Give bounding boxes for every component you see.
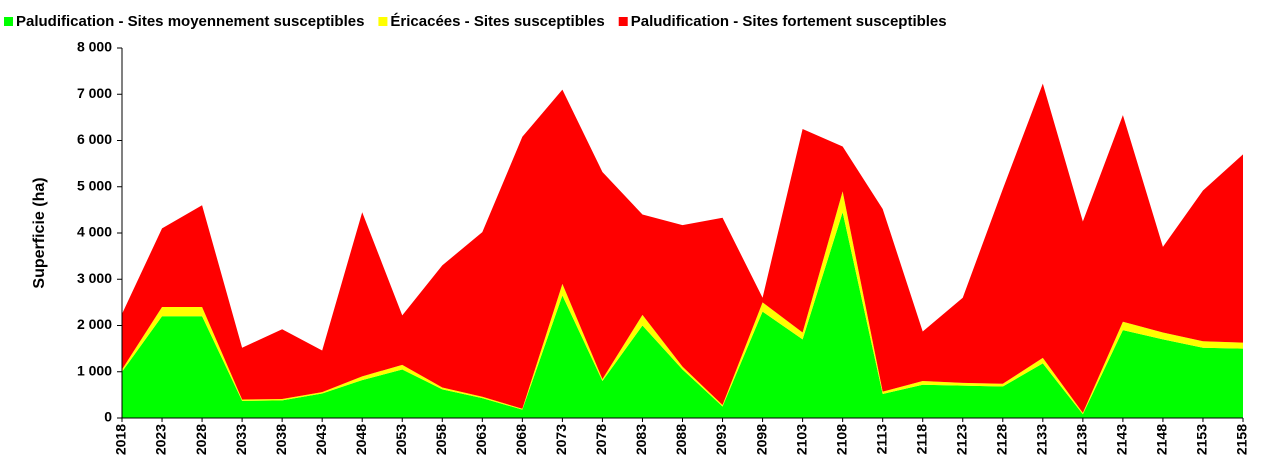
x-tick-label: 2128 [993, 424, 1009, 455]
x-tick-label: 2058 [433, 424, 449, 455]
legend-label: Éricacées - Sites susceptibles [390, 13, 604, 30]
x-tick-label: 2133 [1034, 424, 1050, 455]
x-tick-label: 2073 [553, 424, 569, 455]
y-tick-label: 4 000 [77, 224, 112, 240]
x-tick-label: 2148 [1154, 424, 1170, 455]
y-tick-label: 6 000 [77, 131, 112, 147]
x-tick-label: 2158 [1234, 424, 1250, 455]
x-tick-label: 2093 [713, 424, 729, 455]
y-tick-label: 7 000 [77, 85, 112, 101]
x-tick-label: 2033 [233, 424, 249, 455]
x-tick-label: 2123 [953, 424, 969, 455]
x-tick-label: 2153 [1194, 424, 1210, 455]
legend-swatch [378, 17, 388, 26]
x-tick-label: 2088 [673, 424, 689, 455]
legend-swatch [618, 17, 628, 26]
x-tick-label: 2053 [393, 424, 409, 455]
x-tick-label: 2018 [113, 424, 129, 455]
legend-label: Paludification - Sites fortement suscept… [631, 13, 947, 30]
y-tick-label: 0 [104, 409, 112, 425]
x-tick-label: 2068 [513, 424, 529, 455]
x-tick-label: 2108 [833, 424, 849, 455]
x-tick-label: 2048 [353, 424, 369, 455]
y-tick-label: 1 000 [77, 362, 112, 378]
y-axis-label: Superficie (ha) [31, 177, 48, 288]
y-tick-label: 8 000 [77, 39, 112, 55]
x-tick-label: 2028 [193, 424, 209, 455]
x-tick-label: 2043 [313, 424, 329, 455]
area [122, 212, 1243, 418]
x-tick-label: 2078 [593, 424, 609, 455]
area [122, 83, 1243, 413]
x-tick-label: 2143 [1114, 424, 1130, 455]
legend-label: Paludification - Sites moyennement susce… [16, 13, 364, 30]
x-tick-label: 2023 [153, 424, 169, 455]
x-tick-label: 2118 [913, 424, 929, 455]
x-tick-label: 2063 [473, 424, 489, 455]
y-tick-label: 3 000 [77, 270, 112, 286]
legend-swatch [4, 17, 13, 26]
x-tick-label: 2083 [633, 424, 649, 455]
x-tick-label: 2138 [1074, 424, 1090, 455]
x-tick-label: 2113 [873, 424, 889, 455]
x-tick-label: 2098 [753, 424, 769, 455]
x-tick-label: 2103 [793, 424, 809, 455]
y-tick-label: 5 000 [77, 177, 112, 193]
x-tick-label: 2038 [273, 424, 289, 455]
y-tick-label: 2 000 [77, 316, 112, 332]
